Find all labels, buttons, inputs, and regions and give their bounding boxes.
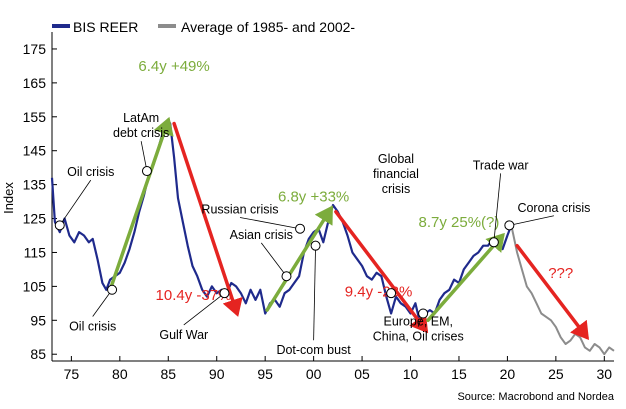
crisis-label-line: financial bbox=[373, 167, 419, 181]
crisis-label-line: Russian crisis bbox=[201, 202, 278, 216]
y-tick-label: 165 bbox=[23, 75, 47, 91]
crisis-label-line: LatAm bbox=[123, 111, 159, 125]
crisis-label-line: Gulf War bbox=[159, 328, 208, 342]
x-tick-label: 95 bbox=[257, 366, 273, 382]
crisis-marker bbox=[141, 166, 152, 177]
crisis-label: Asian crisis bbox=[230, 228, 293, 242]
crisis-marker bbox=[281, 271, 292, 282]
legend-label-average: Average of 1985- and 2002- bbox=[181, 19, 355, 35]
crisis-label-line: debt crisis bbox=[113, 126, 169, 140]
x-tick-label: 30 bbox=[597, 366, 613, 382]
crisis-label-line: Oil crisis bbox=[69, 319, 116, 333]
y-tick-label: 145 bbox=[23, 143, 47, 159]
crisis-label-line: Dot-com bust bbox=[276, 343, 351, 357]
trend-arrow-down bbox=[334, 210, 429, 334]
y-tick-label: 175 bbox=[23, 41, 47, 57]
y-tick-label: 105 bbox=[23, 278, 47, 294]
trend-arrow-label: ??? bbox=[548, 265, 573, 282]
y-axis: 85 95 105 115 125 135 145 155 165 175 Index bbox=[1, 32, 57, 362]
crisis-leader-line bbox=[239, 217, 301, 230]
legend-label-bis: BIS REER bbox=[73, 19, 138, 35]
y-tick-label: 95 bbox=[30, 312, 46, 328]
x-tick-label: 90 bbox=[209, 366, 225, 382]
crisis-label: LatAm debt crisis bbox=[113, 111, 169, 140]
y-tick-label: 155 bbox=[23, 109, 47, 125]
crisis-label: Russian crisis bbox=[201, 202, 278, 216]
crisis-marker bbox=[107, 284, 118, 295]
trend-arrow-label: 8.7y 25%(?) bbox=[419, 214, 500, 231]
crisis-leader-line bbox=[92, 289, 113, 317]
crisis-label: Oil crisis bbox=[67, 165, 114, 179]
y-tick-label: 125 bbox=[23, 211, 47, 227]
source-note: Source: Macrobond and Nordea bbox=[457, 391, 614, 403]
trend-arrow-layer: 6.4y +49% 10.4y -37% 6.8y +33% 9.4y -28% 8.7… bbox=[108, 58, 589, 341]
crisis-label: Gulf War bbox=[159, 328, 208, 342]
crisis-label-line: crisis bbox=[382, 182, 410, 196]
trend-arrow-up bbox=[426, 232, 505, 323]
crisis-leader-line bbox=[260, 242, 287, 277]
crisis-marker bbox=[418, 308, 429, 319]
x-tick-label: 75 bbox=[64, 366, 80, 382]
crisis-label-line: Trade war bbox=[473, 158, 529, 172]
series-line-average bbox=[510, 225, 615, 356]
y-tick-label: 135 bbox=[23, 177, 47, 193]
crisis-label-line: Europe, EM, bbox=[384, 315, 453, 329]
crisis-marker bbox=[295, 223, 306, 234]
crisis-leader-line bbox=[183, 292, 225, 326]
crisis-marker bbox=[386, 288, 397, 299]
crisis-marker-layer: Oil crisis Oil crisis LatAm debt crisis Gulf… bbox=[54, 111, 590, 357]
trend-arrow-up bbox=[265, 205, 333, 312]
crisis-marker bbox=[488, 237, 499, 248]
legend: BIS REER Average of 1985- and 2002- bbox=[52, 19, 355, 35]
crisis-label-line: China, Oil crises bbox=[373, 330, 464, 344]
trend-arrow-label: 9.4y -28% bbox=[345, 284, 413, 301]
trend-arrow-label: 6.4y +49% bbox=[138, 58, 209, 75]
x-tick-label: 05 bbox=[354, 366, 370, 382]
crisis-label: Europe, EM, China, Oil crises bbox=[373, 315, 464, 344]
x-tick-label: 10 bbox=[403, 366, 419, 382]
crisis-label: Oil crisis bbox=[69, 319, 116, 333]
crisis-leader-line bbox=[493, 173, 502, 243]
x-tick-label: 25 bbox=[548, 366, 564, 382]
x-tick-label: 80 bbox=[112, 366, 128, 382]
crisis-leader-line bbox=[509, 215, 555, 226]
y-tick-label: 85 bbox=[30, 346, 46, 362]
trend-arrow-label: 6.8y +33% bbox=[278, 189, 349, 206]
trend-arrow-up bbox=[108, 116, 174, 292]
x-axis: 75 80 85 90 95 00 05 10 15 20 25 30 bbox=[52, 356, 614, 382]
crisis-label: Trade war bbox=[473, 158, 529, 172]
y-tick-label: 115 bbox=[24, 244, 47, 260]
x-tick-label: 20 bbox=[500, 366, 516, 382]
crisis-marker bbox=[504, 220, 515, 231]
series-layer bbox=[50, 119, 615, 356]
crisis-label-line: Asian crisis bbox=[230, 228, 293, 242]
crisis-leader-line bbox=[140, 141, 148, 172]
crisis-label-line: Oil crisis bbox=[67, 165, 114, 179]
x-tick-label: 00 bbox=[306, 366, 322, 382]
crisis-label: Corona crisis bbox=[517, 201, 590, 215]
crisis-label-line: Corona crisis bbox=[517, 201, 590, 215]
x-tick-label: 85 bbox=[160, 366, 176, 382]
trend-arrow-label: 10.4y -37% bbox=[156, 287, 232, 304]
trend-arrow-down bbox=[515, 243, 589, 341]
trend-arrow-down bbox=[172, 121, 243, 317]
crisis-marker bbox=[310, 240, 321, 251]
crisis-leader-line bbox=[313, 245, 316, 341]
crisis-label-line: Global bbox=[378, 152, 414, 166]
y-axis-title: Index bbox=[1, 182, 16, 214]
crisis-label: Global financial crisis bbox=[373, 152, 419, 196]
crisis-label: Dot-com bust bbox=[276, 343, 351, 357]
crisis-marker bbox=[54, 220, 65, 231]
crisis-leader-line bbox=[59, 179, 92, 226]
crisis-marker bbox=[219, 288, 230, 299]
x-tick-label: 15 bbox=[451, 366, 467, 382]
